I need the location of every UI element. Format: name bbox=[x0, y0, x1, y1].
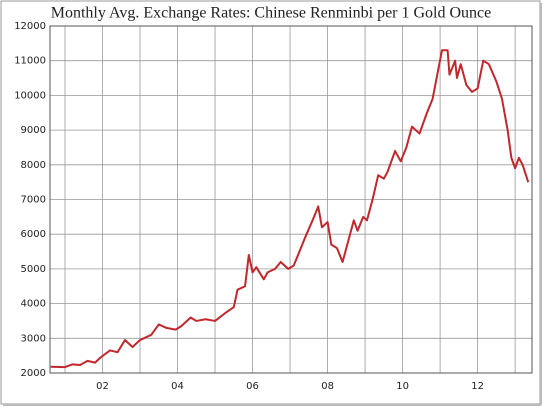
y-tick-label: 10000 bbox=[14, 90, 46, 101]
plot bbox=[50, 49, 530, 369]
x-tick-label: 10 bbox=[396, 381, 409, 392]
y-tick-label: 4000 bbox=[21, 299, 46, 310]
y-tick-label: 8000 bbox=[21, 160, 46, 171]
x-tick-label: 02 bbox=[96, 381, 109, 392]
x-tick-label: 12 bbox=[471, 381, 484, 392]
y-tick-label: 11000 bbox=[14, 56, 46, 67]
plot-border bbox=[49, 25, 533, 374]
x-tick-label: 08 bbox=[321, 381, 334, 392]
data-line bbox=[50, 49, 530, 369]
x-tick-label: 04 bbox=[171, 381, 184, 392]
y-tick-label: 12000 bbox=[14, 21, 46, 32]
chart-title: Monthly Avg. Exchange Rates: Chinese Ren… bbox=[51, 5, 492, 22]
y-tick-label: 5000 bbox=[21, 264, 46, 275]
y-tick-label: 6000 bbox=[21, 229, 46, 240]
x-tick-label: 06 bbox=[246, 381, 259, 392]
y-tick-label: 9000 bbox=[21, 125, 46, 136]
y-tick-label: 3000 bbox=[21, 333, 46, 344]
y-tick-label: 7000 bbox=[21, 195, 46, 206]
y-tick-label: 2000 bbox=[21, 368, 46, 379]
